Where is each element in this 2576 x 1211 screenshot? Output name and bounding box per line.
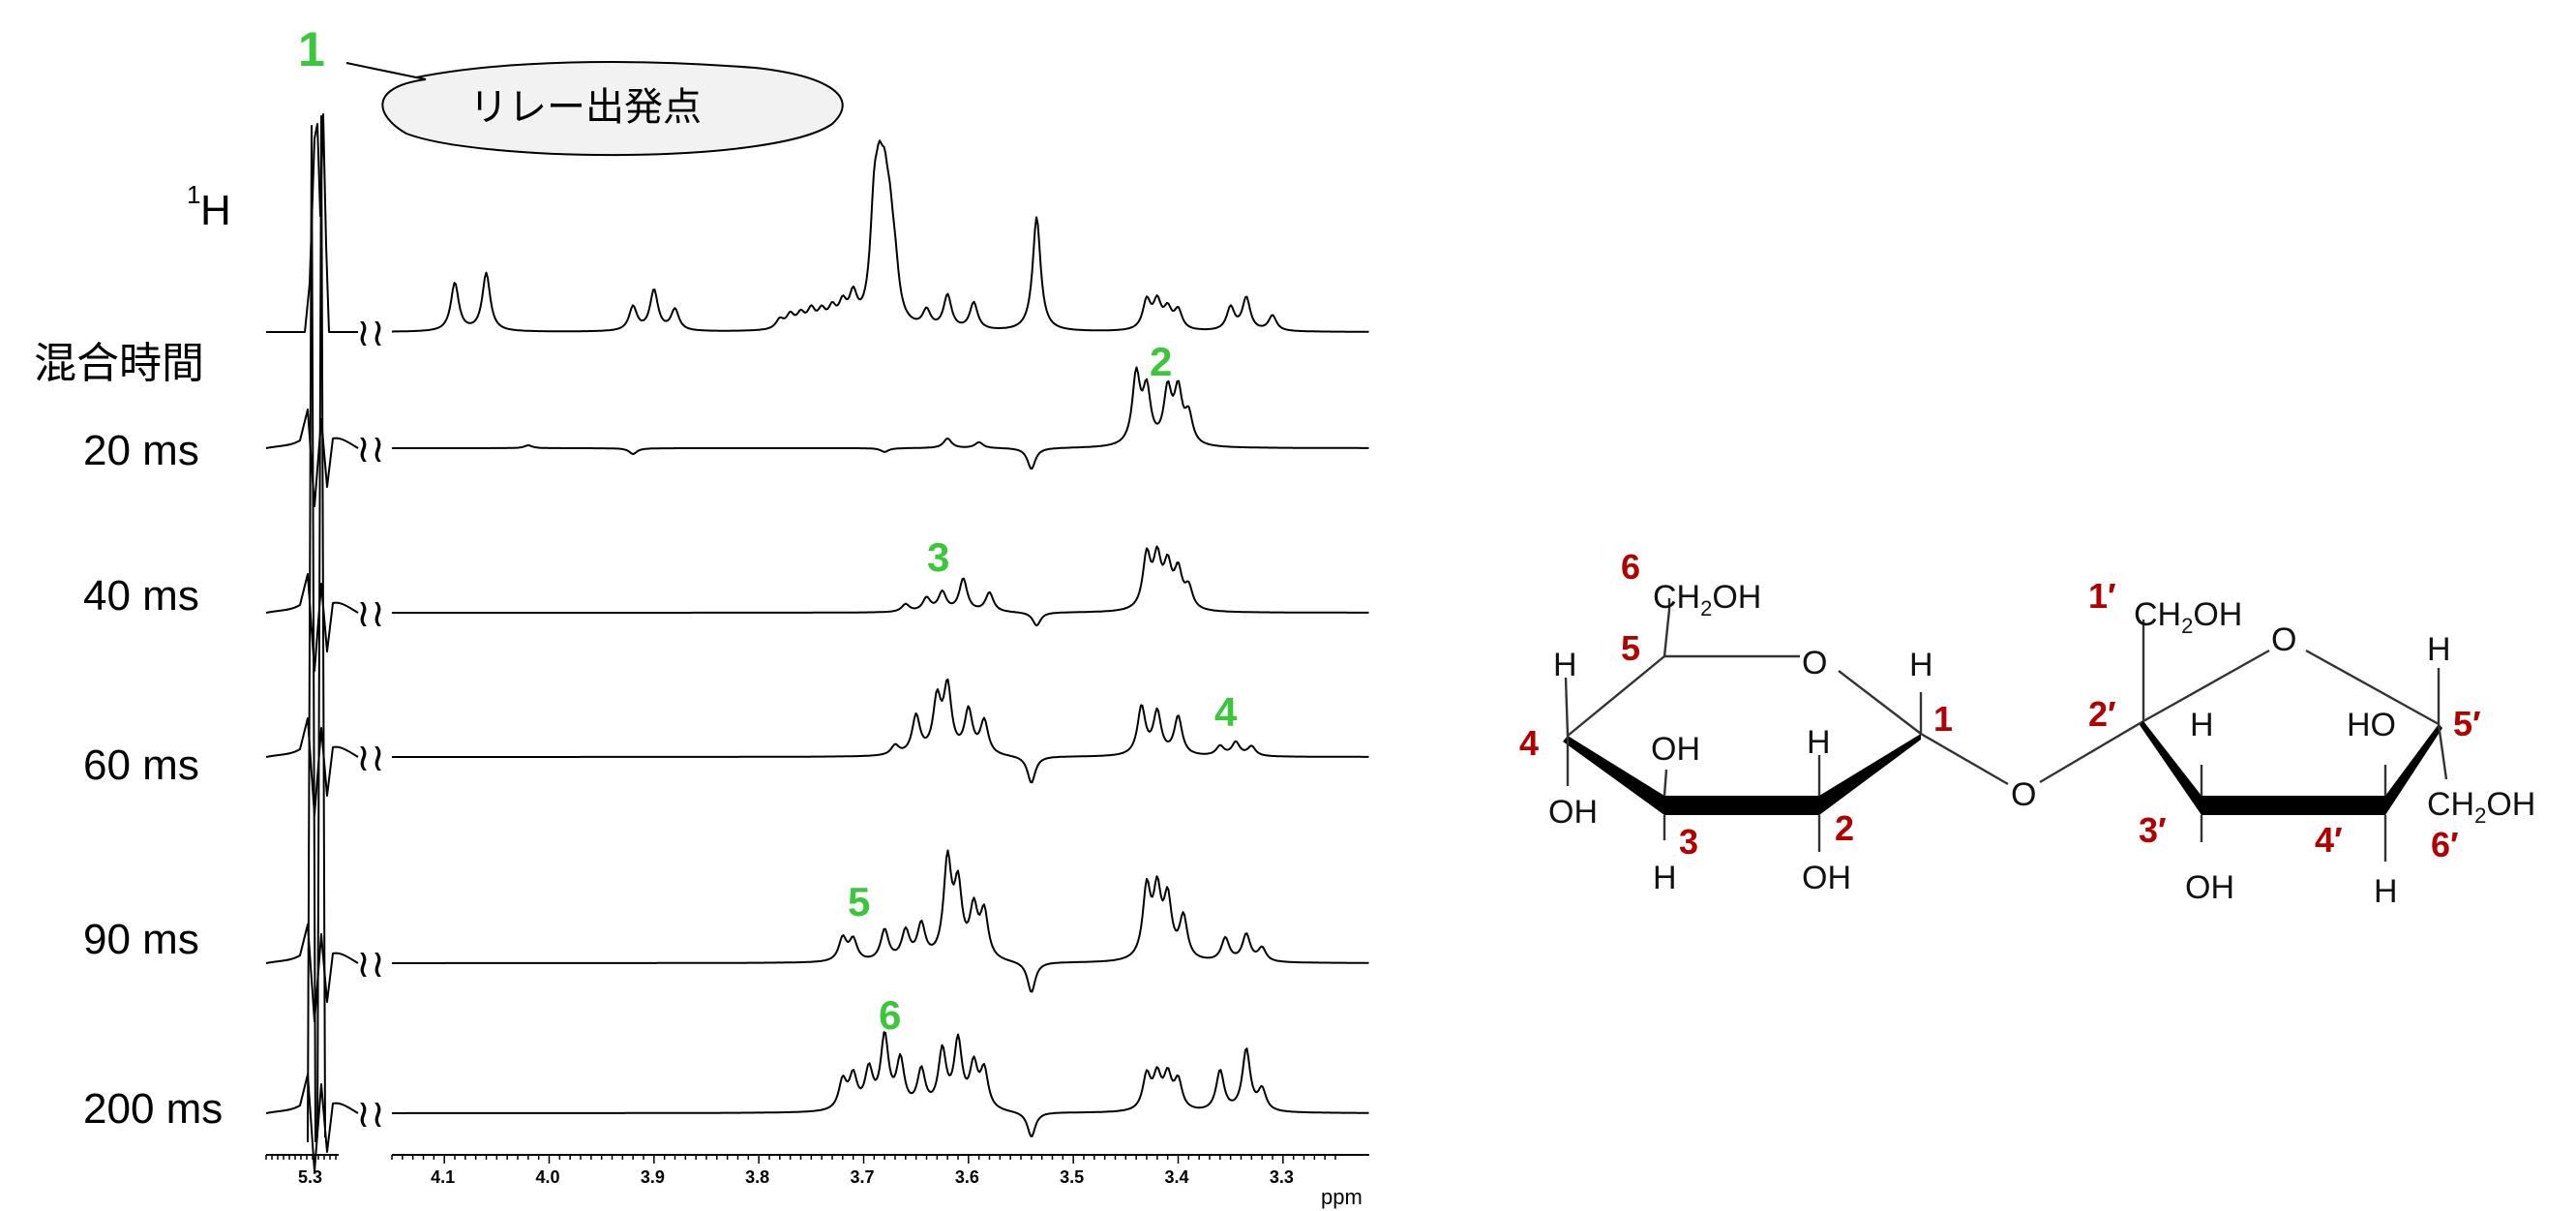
glucose-h-c5: H: [1553, 647, 1577, 683]
fructose-ho-c4-up: HO: [2347, 707, 2396, 743]
glucose-h-c2-up: H: [1807, 724, 1831, 761]
peak-marker-4: 4: [1214, 689, 1238, 735]
sucrose-structure: CH2OH O H H OH H OH H OH 6 5 4 3 2 1 O: [1519, 547, 2535, 910]
trace-1h: [392, 139, 1369, 333]
glucose-front-wedge: [1563, 734, 1921, 815]
fructose-h-c5-up: H: [2427, 631, 2451, 668]
1h-superscript: 1: [187, 180, 200, 209]
axis-tick-label: 3.8: [745, 1167, 769, 1187]
axis-break-glyph: ≀≀: [356, 943, 385, 985]
ppm-axis: 5.3 4.1 4.0 3.9 3.8 3.7 3.6 3.5 3.4 3.3 ppm: [265, 1154, 1369, 1209]
peak-marker-6: 6: [879, 992, 901, 1038]
peak-marker-3: 3: [927, 534, 949, 580]
row-label-60ms: 60 ms: [83, 742, 199, 789]
axis-tick-label: 3.3: [1270, 1167, 1294, 1187]
glucose-oh-c2-down: OH: [1802, 860, 1851, 896]
axis-break-glyph: ≀≀: [356, 592, 385, 635]
callout-number: 1: [298, 22, 325, 76]
glucose-h-c1: H: [1909, 647, 1933, 683]
trace-40ms: [392, 545, 1369, 627]
fructose-ring-oxygen: O: [2271, 621, 2296, 658]
glycosidic-oxygen: O: [2011, 776, 2036, 813]
fructose-oh-c3-down: OH: [2185, 869, 2234, 906]
glucose-oh-c3-up: OH: [1651, 731, 1700, 768]
fructose-number-1p: 1′: [2088, 576, 2116, 616]
fructose-ring: [2140, 620, 2448, 862]
axis-tick-label: 4.1: [431, 1167, 455, 1187]
row-label-40ms: 40 ms: [83, 572, 199, 620]
trace-1h-left-segment: [266, 113, 358, 333]
trace-20ms-left-segment: [265, 409, 359, 507]
fructose-h-c3-up: H: [2190, 707, 2214, 743]
fructose-number-3p: 3′: [2139, 810, 2167, 850]
fructose-number-5p: 5′: [2453, 704, 2481, 743]
glucose-number-5: 5: [1621, 628, 1640, 668]
peak-marker-5: 5: [848, 879, 870, 924]
axis-tick-label: 3.4: [1165, 1167, 1189, 1187]
trace-60ms: [392, 678, 1369, 784]
glucose-oh-c4: OH: [1548, 794, 1598, 831]
axis-tick-label: 3.6: [955, 1167, 979, 1187]
axis-tick-label: 3.9: [641, 1167, 665, 1187]
callout-text: リレー出発点: [469, 86, 702, 129]
glucose-number-3: 3: [1679, 822, 1698, 862]
callout-bubble: [345, 61, 844, 157]
trace-40ms-left-segment: [265, 573, 359, 672]
trace-20ms: [392, 366, 1369, 470]
fructose-front-wedge: [2140, 721, 2442, 815]
spectra-traces: ≀≀ ≀≀ ≀≀ ≀≀ ≀≀ ≀≀: [265, 113, 1369, 1172]
trace-90ms-left-segment: [265, 923, 359, 1022]
row-label-20ms: 20 ms: [83, 427, 199, 474]
axis-tick-label: 3.5: [1060, 1167, 1084, 1187]
glucose-h-c3-down: H: [1653, 860, 1677, 896]
glucose-number-4: 4: [1519, 723, 1539, 763]
relay-start-callout: 1 リレー出発点: [298, 22, 844, 157]
axis-tick-label: 3.7: [851, 1167, 875, 1187]
axis-break-tick-label: 5.3: [298, 1167, 322, 1187]
axis-tick-label: 4.0: [536, 1167, 560, 1187]
glucose-ring-oxygen: O: [1802, 645, 1827, 681]
peak-marker-2: 2: [1150, 339, 1172, 384]
axis-unit-label: ppm: [1321, 1185, 1363, 1209]
row-labels: 1 H 混合時間 20 ms 40 ms 60 ms 90 ms 200 ms: [34, 180, 231, 1133]
glucose-ring: [1563, 598, 2009, 852]
main-peak-line-1: [307, 125, 316, 1143]
glucose-number-1: 1: [1933, 699, 1953, 739]
1h-label: H: [200, 187, 231, 234]
main-peak-line-2: [316, 115, 326, 1138]
fructose-ch2oh-top: CH2OH: [2134, 596, 2242, 638]
fructose-number-6p: 6′: [2431, 825, 2459, 864]
glucose-ch2oh: CH2OH: [1653, 579, 1761, 621]
trace-200ms: [392, 1031, 1369, 1137]
axis-break-glyph: ≀≀: [356, 1093, 385, 1135]
fructose-number-2p: 2′: [2088, 694, 2116, 734]
peak-markers: 2 3 4 5 6: [848, 339, 1238, 1038]
glucose-number-2: 2: [1835, 808, 1854, 848]
axis-break-glyph: ≀≀: [356, 428, 385, 470]
row-label-200ms: 200 ms: [83, 1085, 223, 1133]
trace-60ms-left-segment: [265, 717, 359, 816]
fructose-number-4p: 4′: [2315, 820, 2343, 860]
mixing-time-title: 混合時間: [34, 340, 204, 387]
axis-break-glyph: ≀≀: [356, 737, 385, 779]
glucose-number-6: 6: [1621, 547, 1640, 587]
fructose-ch2oh-right: CH2OH: [2427, 786, 2535, 828]
row-label-90ms: 90 ms: [83, 916, 199, 963]
axis-break-glyph: ≀≀: [356, 312, 385, 354]
fructose-h-c4-down: H: [2374, 873, 2398, 910]
trace-90ms: [392, 849, 1369, 993]
